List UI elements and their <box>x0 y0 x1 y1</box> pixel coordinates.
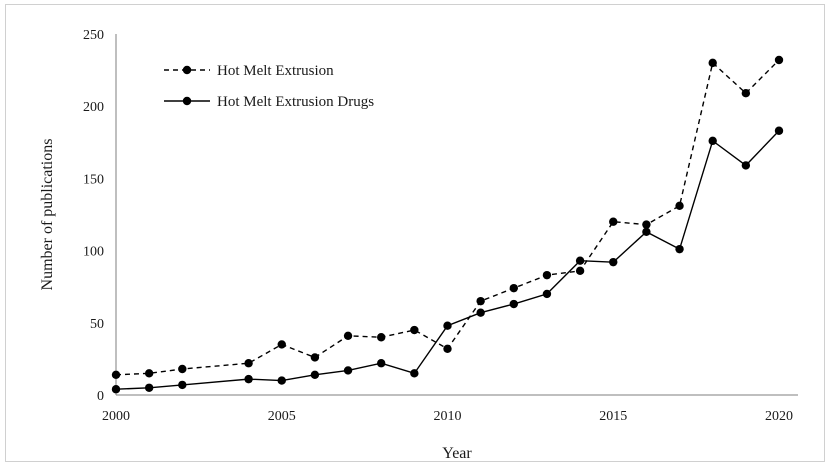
data-point <box>575 256 585 265</box>
x-tick-labels: 2000 2005 2010 2015 2020 <box>102 409 793 424</box>
data-point <box>609 257 618 267</box>
x-tick-label: 2000 <box>102 409 130 424</box>
data-point <box>410 369 419 378</box>
y-tick-labels: 0 50 100 150 200 250 <box>83 28 104 404</box>
data-point <box>144 383 154 392</box>
x-tick-label: 2015 <box>599 409 627 424</box>
data-point <box>410 325 419 335</box>
x-tick-label: 2010 <box>434 409 462 424</box>
series-layer <box>111 55 784 394</box>
y-tick-label: 250 <box>83 28 104 43</box>
legend-item: Hot Melt Extrusion <box>164 63 334 79</box>
chart-frame <box>5 4 825 462</box>
data-point <box>476 308 485 317</box>
data-point <box>377 359 386 368</box>
legend-item: Hot Melt Extrusion Drugs <box>164 94 374 110</box>
data-point <box>343 366 353 375</box>
x-tick-label: 2020 <box>765 409 793 424</box>
y-tick-label: 150 <box>83 172 104 187</box>
data-point <box>774 55 784 65</box>
legend-label: Hot Melt Extrusion <box>217 63 334 79</box>
y-tick-label: 0 <box>97 389 104 404</box>
data-point <box>144 369 154 378</box>
data-point <box>642 227 651 237</box>
data-point <box>277 340 286 349</box>
data-point <box>741 89 751 98</box>
data-point <box>111 385 121 394</box>
data-point <box>741 161 751 170</box>
y-tick-label: 100 <box>83 245 104 260</box>
data-point <box>178 364 187 374</box>
data-point <box>542 289 552 299</box>
data-point <box>675 201 684 211</box>
axes <box>115 34 798 396</box>
data-point <box>542 270 552 280</box>
series-line <box>115 59 780 376</box>
data-point <box>377 333 386 342</box>
data-point <box>178 380 187 390</box>
series-hot-melt-extrusion <box>111 55 784 379</box>
data-point <box>609 217 618 226</box>
data-point <box>575 266 585 276</box>
y-axis-label: Number of publications <box>39 139 56 291</box>
series-hot-melt-extrusion-drugs <box>111 126 784 394</box>
legend-swatch-marker <box>182 96 192 106</box>
data-point <box>310 370 320 379</box>
legend-swatch-marker <box>182 65 192 75</box>
data-point <box>111 370 121 379</box>
data-point <box>343 331 353 340</box>
legend-label: Hot Melt Extrusion Drugs <box>217 94 374 110</box>
data-point <box>244 359 253 368</box>
data-point <box>675 244 684 254</box>
data-point <box>708 58 717 68</box>
x-axis-label: Year <box>442 445 472 462</box>
legend: Hot Melt Extrusion Hot Melt Extrusion Dru… <box>164 63 374 110</box>
data-point <box>509 283 518 293</box>
data-point <box>310 353 320 362</box>
x-tick-label: 2005 <box>268 409 296 424</box>
y-tick-label: 50 <box>90 317 104 332</box>
data-point <box>443 344 452 353</box>
data-point <box>509 299 518 309</box>
y-tick-label: 200 <box>83 100 104 115</box>
data-point <box>708 136 717 146</box>
data-point <box>642 220 651 229</box>
data-point <box>277 376 286 385</box>
series-line <box>115 130 780 390</box>
data-point <box>443 321 452 330</box>
data-point <box>476 296 485 306</box>
data-point <box>774 126 784 135</box>
data-point <box>244 374 253 384</box>
